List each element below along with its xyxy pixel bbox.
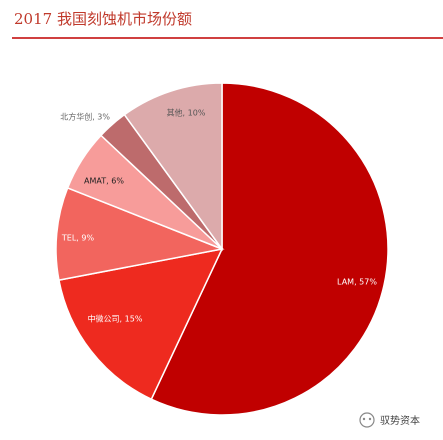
- chart-title: 2017 我国刻蚀机市场份额: [14, 10, 192, 28]
- data-label: TEL, 9%: [61, 234, 95, 243]
- pie-slice: [150, 82, 389, 416]
- watermark-text: 驭势资本: [380, 414, 420, 427]
- data-label: LAM, 57%: [337, 278, 377, 287]
- watermark: 驭势资本: [359, 412, 420, 428]
- data-label: 中微公司, 15%: [88, 314, 143, 324]
- data-label: 其他, 10%: [167, 108, 206, 118]
- watermark-icon: [359, 412, 375, 428]
- pie-slice: [123, 82, 223, 252]
- data-label: 北方华创, 3%: [60, 112, 110, 122]
- watermark-icon-dot: [368, 417, 372, 421]
- data-label: AMAT, 6%: [84, 177, 124, 186]
- pie-slice: [58, 247, 224, 401]
- pie-slice: [55, 186, 225, 281]
- watermark-icon-dot: [362, 417, 366, 421]
